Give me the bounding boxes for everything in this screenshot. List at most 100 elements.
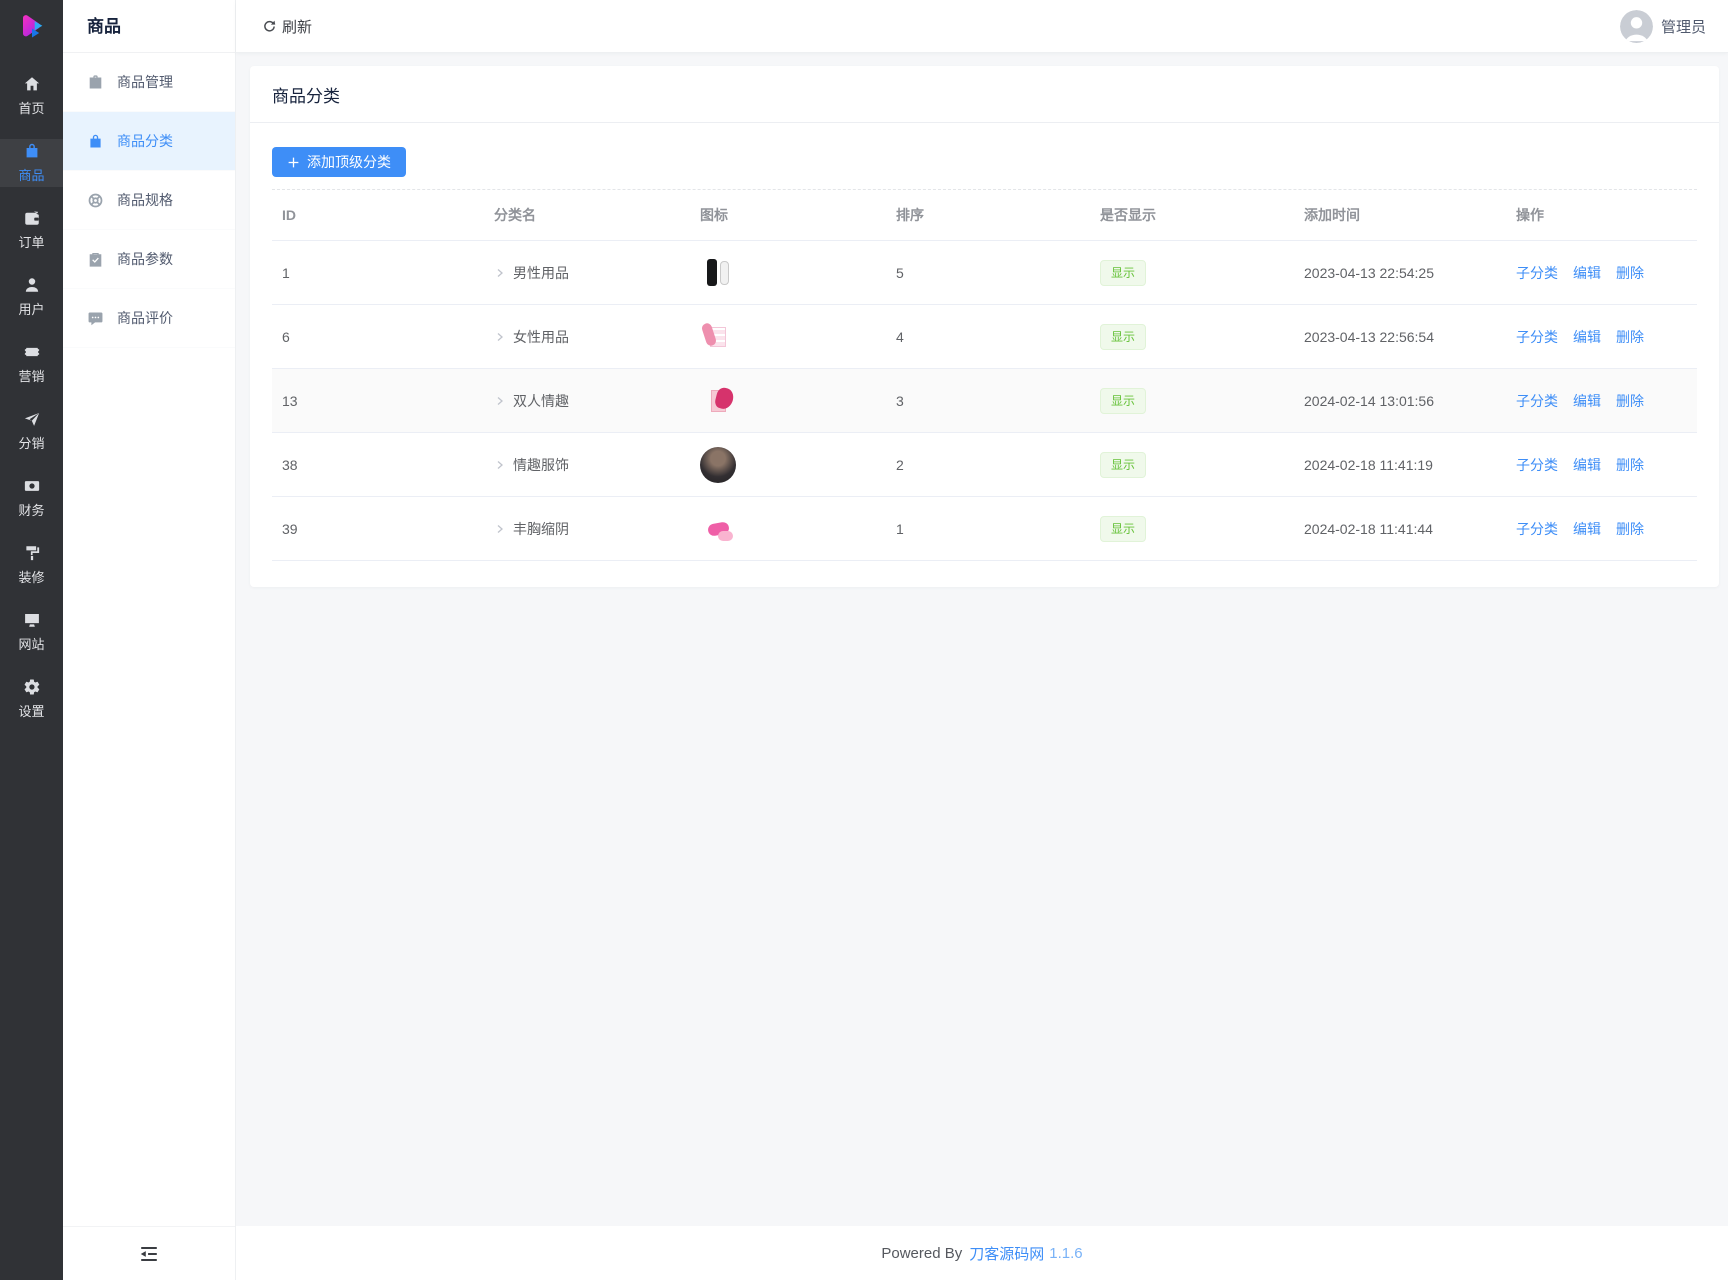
chevron-right-icon[interactable] — [494, 395, 506, 407]
sidebar-item-label: 商品分类 — [117, 133, 173, 149]
rail-item-settings[interactable]: 设置 — [0, 675, 63, 723]
refresh-label: 刷新 — [282, 18, 313, 36]
topbar: 刷新 管理员 — [236, 0, 1728, 53]
clipboard-check-icon — [89, 252, 102, 267]
visible-badge[interactable]: 显示 — [1100, 323, 1147, 350]
cell-created-at: 2024-02-18 11:41:44 — [1304, 520, 1433, 537]
admin-menu[interactable]: 管理员 — [1619, 9, 1706, 43]
rail-item-label: 网站 — [18, 637, 45, 652]
cell-created-at: 2023-04-13 22:56:54 — [1304, 328, 1434, 345]
decorate-paint-icon — [25, 546, 39, 561]
sidebar-item-goods-category[interactable]: 商品分类 — [63, 112, 235, 171]
category-icon-image — [700, 255, 736, 291]
sidebar-item-goods-manage[interactable]: 商品管理 — [63, 53, 235, 112]
col-header-sort: 排序 — [896, 207, 924, 223]
cell-category-name: 丰胸缩阴 — [513, 520, 569, 537]
card-title: 商品分类 — [250, 66, 1719, 123]
cell-created-at: 2023-04-13 22:54:25 — [1304, 264, 1434, 281]
cell-category-name: 双人情趣 — [513, 392, 569, 409]
cell-category-name: 男性用品 — [513, 264, 569, 281]
refresh-button[interactable]: 刷新 — [262, 16, 312, 37]
rail-item-decorate[interactable]: 装修 — [0, 541, 63, 589]
distribution-plane-icon — [24, 413, 39, 426]
admin-label: 管理员 — [1660, 18, 1706, 36]
rail-item-marketing[interactable]: 营销 — [0, 340, 63, 388]
sidebar-item-label: 商品评价 — [117, 310, 173, 326]
sidebar-item-goods-spec[interactable]: 商品规格 — [63, 171, 235, 230]
sidebar-item-label: 商品规格 — [117, 192, 173, 208]
sidebar-item-goods-review[interactable]: 商品评价 — [63, 289, 235, 348]
cell-id: 38 — [282, 456, 298, 473]
edit-link[interactable]: 编辑 — [1573, 392, 1601, 409]
cell-category-name: 情趣服饰 — [513, 456, 569, 473]
rail-item-label: 用户 — [18, 302, 45, 317]
comment-dots-icon — [88, 311, 103, 325]
page-footer: Powered By 刀客源码网 1.1.6 — [236, 1226, 1728, 1280]
add-top-category-button[interactable]: 添加顶级分类 — [272, 147, 406, 177]
plus-icon — [288, 157, 299, 167]
orders-wallet-icon — [24, 211, 39, 225]
wheel-icon — [88, 193, 103, 207]
category-icon-image — [700, 511, 736, 547]
cell-sort: 4 — [896, 328, 904, 345]
visible-badge[interactable]: 显示 — [1100, 387, 1147, 414]
delete-link[interactable]: 删除 — [1616, 520, 1644, 537]
table-row: 13 双人情趣 3 显示 2024-02-14 13:01:56 子分类 编辑 删除 — [272, 369, 1697, 433]
delete-link[interactable]: 删除 — [1616, 328, 1644, 345]
main-area: 刷新 管理员 商品分类 添加顶级分类 ID 分类名 图标 — [236, 0, 1728, 1280]
subcategory-link[interactable]: 子分类 — [1516, 392, 1558, 409]
rail-item-orders[interactable]: 订单 — [0, 206, 63, 254]
subcategory-link[interactable]: 子分类 — [1516, 264, 1558, 281]
rail-item-finance[interactable]: 财务 — [0, 474, 63, 522]
cell-id: 13 — [282, 392, 298, 409]
sidebar-item-goods-params[interactable]: 商品参数 — [63, 230, 235, 289]
edit-link[interactable]: 编辑 — [1573, 264, 1601, 281]
rail-item-goods[interactable]: 商品 — [0, 139, 63, 187]
secondary-sidebar: 商品 商品管理 商品分类 商品规格 商品参数 商品评价 — [63, 0, 236, 1280]
cell-sort: 5 — [896, 264, 904, 281]
cell-created-at: 2024-02-18 11:41:19 — [1304, 456, 1433, 473]
chevron-right-icon[interactable] — [494, 331, 506, 343]
avatar — [1619, 9, 1653, 43]
edit-link[interactable]: 编辑 — [1573, 328, 1601, 345]
powered-by-text: Powered By — [881, 1244, 963, 1262]
shopping-bag-icon — [90, 134, 101, 148]
visible-badge[interactable]: 显示 — [1100, 451, 1147, 478]
rail-item-home[interactable]: 首页 — [0, 72, 63, 120]
cell-sort: 2 — [896, 456, 904, 473]
marketing-ticket-icon — [24, 347, 39, 357]
table-row: 39 丰胸缩阴 1 显示 2024-02-18 11:41:44 子分类 编辑 删除 — [272, 497, 1697, 561]
edit-link[interactable]: 编辑 — [1573, 520, 1601, 537]
fold-menu-icon[interactable] — [138, 1243, 160, 1265]
rail-item-users[interactable]: 用户 — [0, 273, 63, 321]
col-header-visible: 是否显示 — [1100, 207, 1156, 223]
subcategory-link[interactable]: 子分类 — [1516, 328, 1558, 345]
subcategory-link[interactable]: 子分类 — [1516, 520, 1558, 537]
rail-item-label: 订单 — [18, 235, 45, 250]
chevron-right-icon[interactable] — [494, 523, 506, 535]
sidebar-title: 商品 — [63, 0, 235, 53]
cell-sort: 1 — [896, 520, 904, 537]
chevron-right-icon[interactable] — [494, 267, 506, 279]
delete-link[interactable]: 删除 — [1616, 392, 1644, 409]
delete-link[interactable]: 删除 — [1616, 456, 1644, 473]
brand-link[interactable]: 刀客源码网 — [969, 1245, 1045, 1263]
subcategory-link[interactable]: 子分类 — [1516, 456, 1558, 473]
cell-id: 39 — [282, 520, 298, 537]
chevron-right-icon[interactable] — [494, 459, 506, 471]
rail-item-label: 首页 — [18, 101, 45, 116]
col-header-icon: 图标 — [700, 207, 728, 223]
rail-item-label: 设置 — [18, 704, 45, 719]
visible-badge[interactable]: 显示 — [1100, 515, 1147, 542]
app-logo[interactable] — [0, 0, 63, 56]
visible-badge[interactable]: 显示 — [1100, 259, 1147, 286]
goods-bag-icon — [26, 143, 37, 158]
rail-item-distribution[interactable]: 分销 — [0, 407, 63, 455]
edit-link[interactable]: 编辑 — [1573, 456, 1601, 473]
add-top-category-label: 添加顶级分类 — [307, 154, 391, 170]
delete-link[interactable]: 删除 — [1616, 264, 1644, 281]
rail-item-website[interactable]: 网站 — [0, 608, 63, 656]
primary-rail: 首页 商品 订单 用户 营销 分销 财务 装修 — [0, 0, 63, 1280]
users-person-icon — [25, 278, 38, 292]
settings-gear-icon — [24, 679, 39, 695]
